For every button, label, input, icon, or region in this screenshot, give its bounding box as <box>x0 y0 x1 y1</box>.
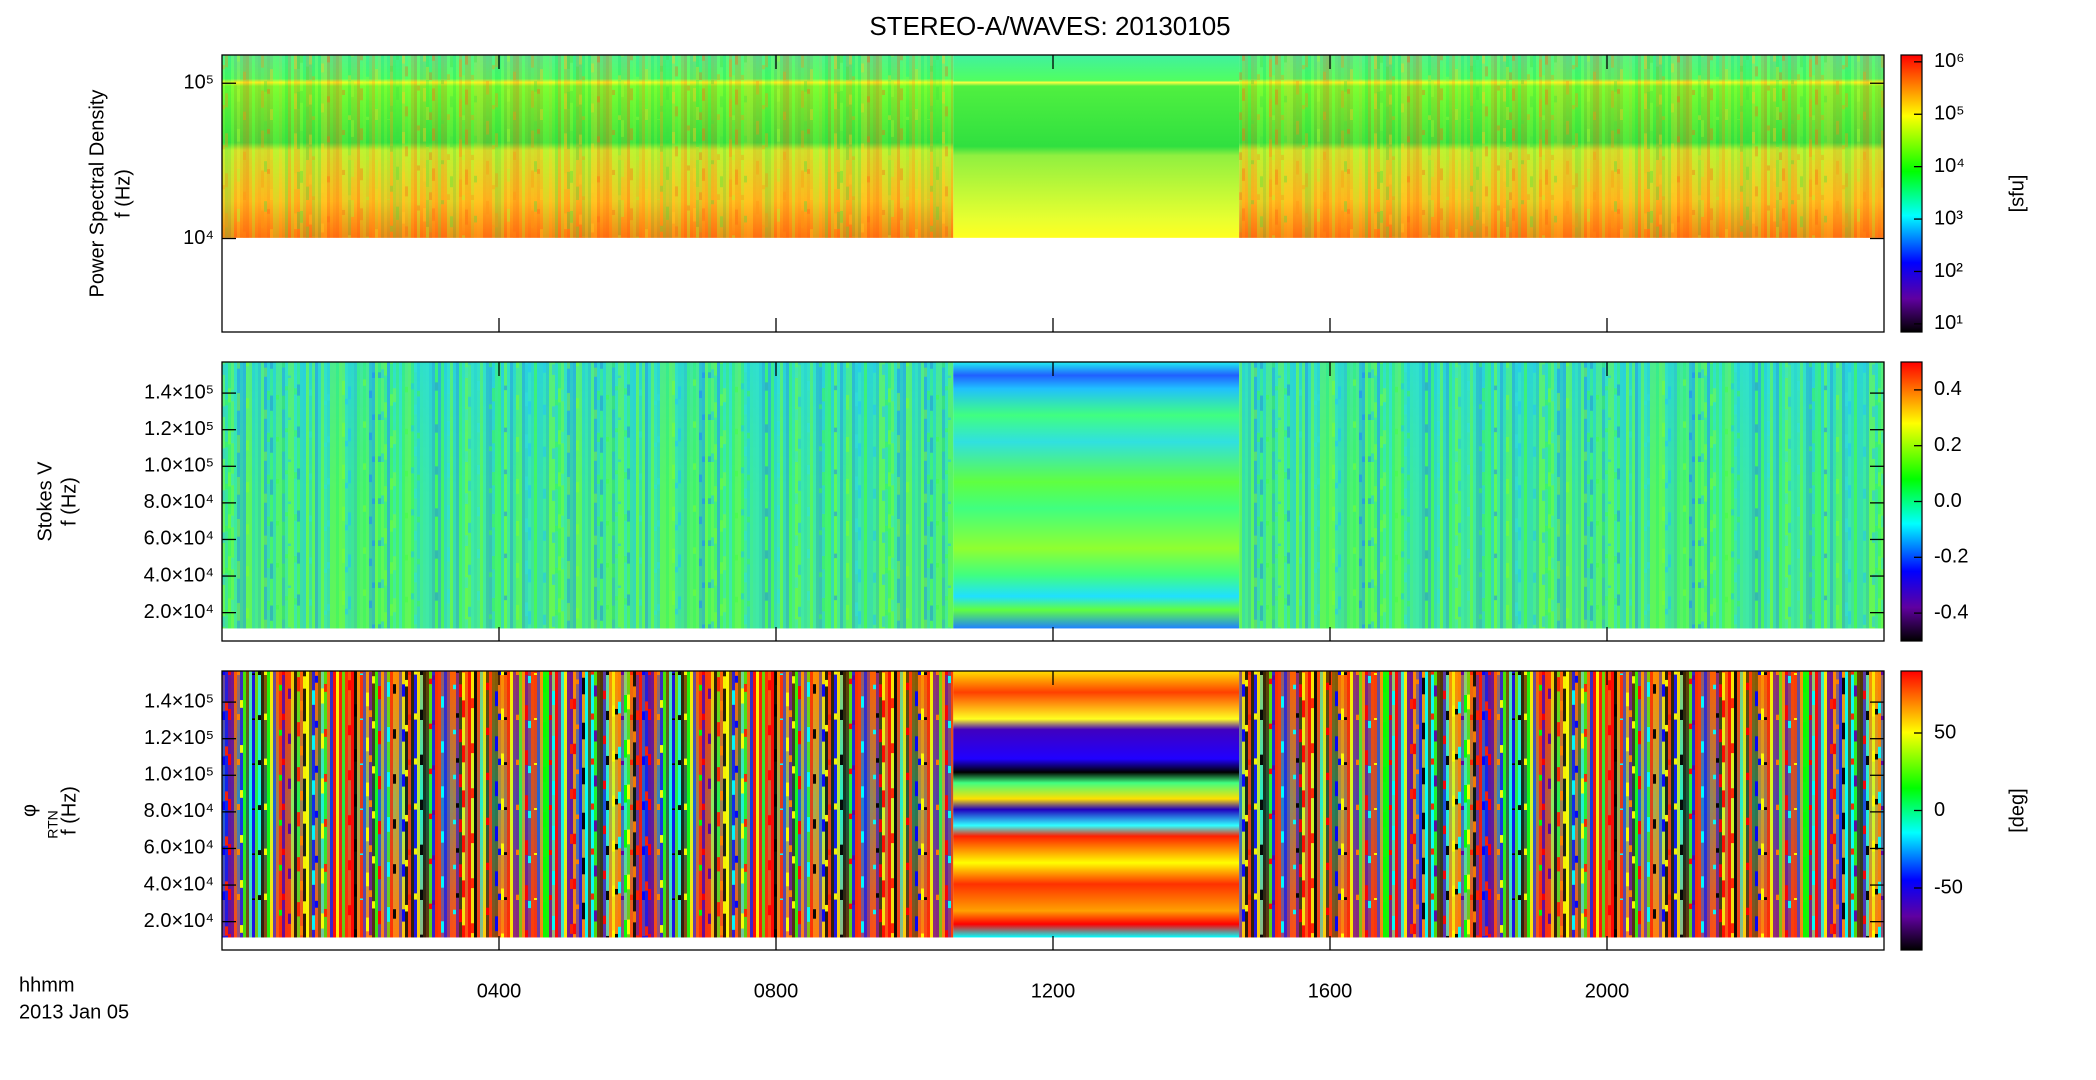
y-tick-label: 8.0×10⁴ <box>144 800 214 822</box>
y-tick-label: 1.0×10⁵ <box>144 455 214 477</box>
spectrogram-region <box>953 55 1240 238</box>
y-tick-label: 1.2×10⁵ <box>144 418 214 440</box>
colorbar-tick-label: 0.4 <box>1934 378 1962 400</box>
x-tick-label: 0800 <box>754 980 799 1002</box>
x-tick-label: 0400 <box>477 980 522 1002</box>
spectrogram-noise <box>222 671 954 938</box>
y-tick-label: 1.4×10⁵ <box>144 381 214 403</box>
y-tick-label: 1.4×10⁵ <box>144 690 214 712</box>
y-tick-label: 10⁵ <box>183 72 214 94</box>
colorbar-label: [sfu] <box>2006 175 2028 213</box>
colorbar-tick-label: -0.4 <box>1934 601 1968 623</box>
y-tick-label: 1.2×10⁵ <box>144 727 214 749</box>
y-tick-label: 6.0×10⁴ <box>144 837 214 859</box>
y-tick-label: 8.0×10⁴ <box>144 491 214 513</box>
colorbar-tick-label: 10³ <box>1934 207 1963 229</box>
colorbar-tick-label: 0.0 <box>1934 490 1962 512</box>
y-tick-label: 10⁴ <box>183 227 214 249</box>
colorbar-tick-label: -0.2 <box>1934 546 1968 568</box>
y-tick-label: 1.0×10⁵ <box>144 764 214 786</box>
y-tick-label: 4.0×10⁴ <box>144 873 214 895</box>
y-axis-label: Power Spectral Density <box>86 90 108 298</box>
y-axis-unit: f (Hz) <box>58 477 80 526</box>
colorbar-tick-label: 10⁴ <box>1934 155 1965 177</box>
colorbar-tick-label: 10⁶ <box>1934 50 1964 72</box>
colorbar-tick-label: 50 <box>1934 721 1956 743</box>
colorbar-tick-label: 0.2 <box>1934 434 1962 456</box>
date-label: 2013 Jan 05 <box>19 1001 129 1023</box>
x-tick-label: 2000 <box>1585 980 1630 1002</box>
colorbar-tick-label: 10⁵ <box>1934 103 1965 125</box>
y-tick-label: 2.0×10⁴ <box>144 601 214 623</box>
x-axis-label: hhmm <box>19 974 75 996</box>
x-tick-label: 1200 <box>1031 980 1076 1002</box>
spectrogram-noise <box>1239 55 1884 238</box>
y-tick-label: 4.0×10⁴ <box>144 564 214 586</box>
y-tick-label: 2.0×10⁴ <box>144 910 214 932</box>
colorbar-label: [deg] <box>2006 788 2028 832</box>
spectrogram-noise <box>1239 671 1884 938</box>
y-axis-label: φ <box>18 804 40 817</box>
spectrogram-region <box>953 671 1240 938</box>
spectrogram-region <box>953 362 1240 629</box>
spectrogram-noise <box>222 362 954 629</box>
y-axis-unit: f (Hz) <box>112 169 134 218</box>
spectrogram-noise <box>222 55 954 238</box>
colorbar-tick-label: 0 <box>1934 799 1945 821</box>
y-tick-label: 6.0×10⁴ <box>144 528 214 550</box>
y-axis-label-sub: RTN <box>45 810 61 839</box>
colorbar <box>1900 54 1923 333</box>
chart-title: STEREO-A/WAVES: 20130105 <box>869 11 1230 41</box>
colorbar-tick-label: 10¹ <box>1934 312 1963 334</box>
colorbar-tick-label: -50 <box>1934 876 1963 898</box>
y-axis-label: Stokes V <box>34 461 56 542</box>
x-tick-label: 1600 <box>1308 980 1353 1002</box>
y-axis-unit: f (Hz) <box>58 786 80 835</box>
colorbar-tick-label: 10² <box>1934 260 1963 282</box>
spectrogram-noise <box>1239 362 1884 629</box>
